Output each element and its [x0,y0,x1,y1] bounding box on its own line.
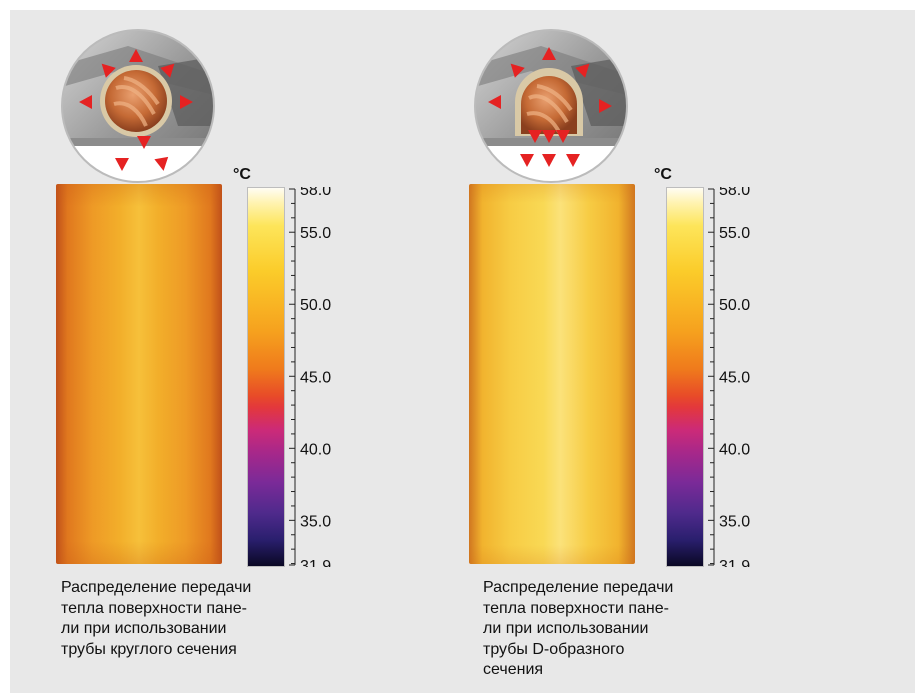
tick-label: 55.0 [300,225,331,242]
caption-line: ли при использовании [61,620,227,637]
inset-photo [62,30,214,182]
heat-arrow-icon [488,47,612,167]
caption-line: сечения [483,661,544,678]
pipe-section-inset-d [474,29,628,183]
figure-round-pipe: °C 58.0 55.0 50.0 45.0 40.0 35.0 31.9 Распреде… [10,10,430,693]
caption-line: Распределение передачи [483,579,674,596]
heat-arrow-icon [79,49,193,171]
colorbar-axis: 58.0 55.0 50.0 45.0 40.0 35.0 31.9 [289,187,331,567]
tick-label: 35.0 [719,513,750,530]
unit-label: °C [233,166,251,183]
caption-line: ли при использовании [483,620,649,637]
tick-label: 55.0 [719,225,750,242]
thermal-image-round [56,184,222,564]
tick-label: 50.0 [300,297,331,314]
tick-label: 40.0 [300,441,331,458]
tick-label: 58.0 [300,187,331,199]
tick-label: 45.0 [719,369,750,386]
caption-line: трубы D-образного [483,640,625,658]
tick-label: 40.0 [719,441,750,458]
caption-line: тепла поверхности пане- [61,599,247,617]
caption-d: Распределение передачи тепла поверхности… [483,578,743,681]
colorbar-axis: 58.0 55.0 50.0 45.0 40.0 35.0 31.9 [708,187,750,567]
unit-label: °C [654,166,672,183]
pipe-section-inset-round [61,29,215,183]
tick-label: 31.9 [300,558,331,567]
caption-line: Распределение передачи [61,579,252,596]
thermal-image-d [469,184,635,564]
caption-line: тепла поверхности пане- [483,599,669,617]
tick-label: 31.9 [719,558,750,567]
tick-label: 58.0 [719,187,750,199]
tick-label: 35.0 [300,513,331,530]
figure-d-pipe: °C 58.0 55.0 50.0 45.0 40.0 35.0 31.9 Распреде… [425,10,845,693]
tick-label: 45.0 [300,369,331,386]
comparison-panel: °C 58.0 55.0 50.0 45.0 40.0 35.0 31.9 Распреде… [10,10,915,693]
temperature-colorbar [666,187,704,567]
tick-label: 50.0 [719,297,750,314]
temperature-colorbar [247,187,285,567]
caption-round: Распределение передачи тепла поверхности… [61,578,321,660]
caption-line: трубы круглого сечения [61,640,237,658]
